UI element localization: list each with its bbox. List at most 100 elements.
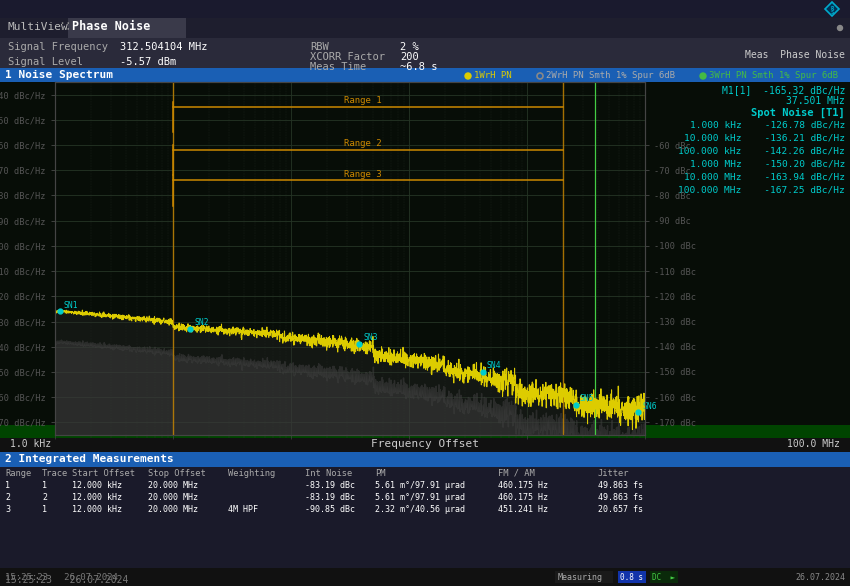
Circle shape (700, 73, 706, 79)
Bar (0, 452, 850, 467)
Text: PM: PM (375, 468, 386, 478)
Text: 2 %: 2 % (400, 42, 419, 52)
Text: 10 kHz: 10 kHz (132, 83, 164, 91)
Text: Signal Frequency: Signal Frequency (8, 42, 108, 52)
Text: 15:25:23   26.07.2024: 15:25:23 26.07.2024 (5, 573, 118, 581)
Text: -90.85 dBc: -90.85 dBc (305, 505, 355, 513)
Bar (68, 18, 186, 38)
Text: MultiView: MultiView (8, 22, 69, 32)
Circle shape (465, 73, 471, 79)
Text: RBW: RBW (310, 42, 329, 52)
Text: Measuring: Measuring (558, 573, 603, 581)
Text: 1131/2000: 1131/2000 (285, 429, 326, 435)
Text: 4M HPF: 4M HPF (228, 505, 258, 513)
Text: 10 MHz: 10 MHz (507, 83, 539, 91)
Text: S: S (830, 9, 834, 15)
Text: 12.000 kHz: 12.000 kHz (72, 505, 122, 513)
Text: 1: 1 (42, 481, 47, 489)
Bar (0, 438, 850, 452)
Text: 2: 2 (42, 492, 47, 502)
Text: Range 2: Range 2 (344, 139, 382, 148)
Text: 2WrH PN Smth 1% Spur 6dB: 2WrH PN Smth 1% Spur 6dB (546, 71, 675, 80)
Text: 1 Noise Spectrum: 1 Noise Spectrum (5, 70, 113, 80)
Text: 0.8 s: 0.8 s (620, 573, 643, 581)
Bar (0, 68, 850, 82)
Text: 26.07.2024: 26.07.2024 (795, 573, 845, 581)
Text: 3: 3 (5, 505, 10, 513)
Text: R: R (830, 5, 834, 11)
Text: M1[1]  -165.32 dBc/Hz: M1[1] -165.32 dBc/Hz (722, 85, 845, 95)
Text: 1: 1 (5, 481, 10, 489)
Text: 100.0 MHz: 100.0 MHz (787, 439, 840, 449)
Text: 1.000 MHz    -150.20 dBc/Hz: 1.000 MHz -150.20 dBc/Hz (689, 159, 845, 169)
Text: 12.000 kHz: 12.000 kHz (72, 492, 122, 502)
Bar (618, 571, 646, 583)
Polygon shape (825, 2, 839, 16)
Text: ~6.8 s: ~6.8 s (400, 62, 438, 72)
Text: 20.000 MHz: 20.000 MHz (148, 492, 198, 502)
Text: Meas Time: Meas Time (310, 62, 366, 72)
Text: 312.504104 MHz: 312.504104 MHz (120, 42, 207, 52)
Text: 451.241 Hz: 451.241 Hz (498, 505, 548, 513)
Text: 20000: 20000 (553, 429, 576, 435)
Text: 200: 200 (400, 52, 419, 62)
Text: SN2: SN2 (194, 318, 209, 328)
Text: 49.863 fs: 49.863 fs (598, 481, 643, 489)
Text: SN5: SN5 (580, 394, 594, 403)
Text: 1 MHz: 1 MHz (384, 83, 411, 91)
Bar (0, 18, 850, 38)
Text: 1WrH PN: 1WrH PN (474, 71, 512, 80)
Text: -5.57 dBm: -5.57 dBm (120, 57, 176, 67)
Bar (0, 568, 850, 586)
Text: 110/200: 110/200 (54, 429, 86, 435)
Text: 1: 1 (42, 505, 47, 513)
Text: Phase Noise: Phase Noise (72, 21, 150, 33)
Bar (0, 425, 850, 438)
Bar (555, 571, 613, 583)
Text: 4000: 4000 (431, 429, 449, 435)
Text: 100.000 MHz    -167.25 dBc/Hz: 100.000 MHz -167.25 dBc/Hz (678, 186, 845, 195)
Bar (650, 571, 678, 583)
Bar (0, 467, 850, 568)
Text: 10.000 MHz    -163.94 dBc/Hz: 10.000 MHz -163.94 dBc/Hz (684, 172, 845, 182)
Text: SN3: SN3 (363, 333, 378, 342)
Text: 3WrH PN Smth 1% Spur 6dB: 3WrH PN Smth 1% Spur 6dB (709, 71, 838, 80)
Text: 110/200: 110/200 (133, 429, 164, 435)
Text: Stop Offset: Stop Offset (148, 468, 206, 478)
Text: 20.657 fs: 20.657 fs (598, 505, 643, 513)
Text: Range: Range (5, 468, 31, 478)
Text: 20.000 MHz: 20.000 MHz (148, 505, 198, 513)
Text: SN6: SN6 (643, 401, 657, 411)
Text: 375/670: 375/670 (209, 429, 241, 435)
Text: Signal Level: Signal Level (8, 57, 83, 67)
Text: 1.0 kHz: 1.0 kHz (10, 439, 51, 449)
Text: 2: 2 (5, 492, 10, 502)
Text: Range 3: Range 3 (344, 169, 382, 179)
Text: Start Offset: Start Offset (72, 468, 135, 478)
Text: 100.000 kHz    -142.26 dBc/Hz: 100.000 kHz -142.26 dBc/Hz (678, 146, 845, 155)
Text: 5.61 m°/97.91 μrad: 5.61 m°/97.91 μrad (375, 492, 465, 502)
Text: SN1: SN1 (64, 301, 78, 309)
Text: 12.000 kHz: 12.000 kHz (72, 481, 122, 489)
Text: Range 1: Range 1 (344, 97, 382, 105)
Text: -83.19 dBc: -83.19 dBc (305, 481, 355, 489)
Text: 2000: 2000 (371, 429, 389, 435)
Bar (0, 38, 850, 70)
Text: 2.32 m°/40.56 μrad: 2.32 m°/40.56 μrad (375, 505, 465, 513)
Text: 49.863 fs: 49.863 fs (598, 492, 643, 502)
Text: 20000: 20000 (607, 429, 629, 435)
Bar (0, 0, 850, 18)
Text: 20000: 20000 (499, 429, 521, 435)
Text: 37.501 MHz: 37.501 MHz (786, 96, 845, 106)
Bar (0, 82, 850, 436)
Text: 5.61 m°/97.91 μrad: 5.61 m°/97.91 μrad (375, 481, 465, 489)
Text: Weighting: Weighting (228, 468, 275, 478)
Text: 460.175 Hz: 460.175 Hz (498, 492, 548, 502)
Text: Jitter: Jitter (598, 468, 630, 478)
Circle shape (837, 26, 842, 30)
Text: 2 Integrated Measurements: 2 Integrated Measurements (5, 454, 173, 464)
Text: FM / AM: FM / AM (498, 468, 535, 478)
Text: 460.175 Hz: 460.175 Hz (498, 481, 548, 489)
Text: Trace: Trace (42, 468, 68, 478)
Text: Spot Noise [T1]: Spot Noise [T1] (751, 108, 845, 118)
